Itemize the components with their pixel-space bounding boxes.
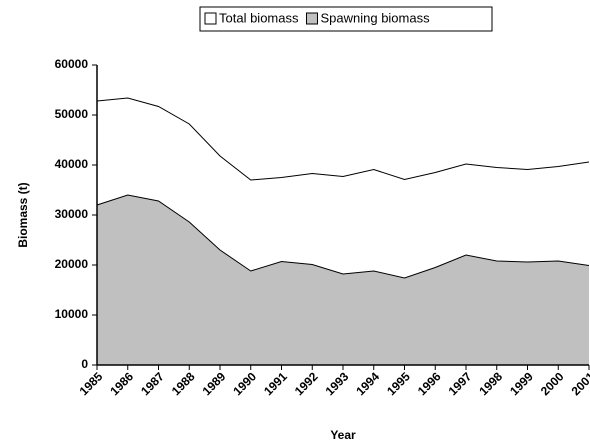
- area: [97, 195, 589, 365]
- y-tick-label: 40000: [55, 157, 89, 171]
- x-tick-label: 1993: [323, 369, 352, 398]
- legend-label: Total biomass: [219, 10, 299, 25]
- line: [96, 194, 590, 279]
- legend: Total biomass Spawning biomass: [204, 10, 430, 25]
- x-tick-label: 1998: [476, 369, 505, 398]
- y-tick-label: 20000: [55, 257, 89, 271]
- x-tick-label: 1985: [77, 369, 106, 398]
- legend-swatch: [305, 12, 318, 25]
- legend-box: [199, 6, 493, 32]
- x-tick-label: 1990: [230, 369, 259, 398]
- x-tick-label: 1987: [138, 369, 167, 398]
- line: [96, 97, 590, 181]
- x-tick-label: 2000: [538, 369, 567, 398]
- y-tick-label: 30000: [55, 207, 89, 221]
- legend-label: Spawning biomass: [320, 10, 430, 25]
- x-tick-label: 1995: [384, 369, 413, 398]
- x-tick-label: 1992: [292, 369, 321, 398]
- x-tick-label: 1997: [446, 369, 475, 398]
- x-tick-label: 2001: [569, 369, 590, 398]
- legend-swatch: [204, 12, 217, 25]
- x-tick-label: 1989: [200, 369, 229, 398]
- x-axis-title: Year: [330, 428, 356, 442]
- x-tick-label: 1988: [169, 369, 198, 398]
- x-tick-label: 1991: [261, 369, 290, 398]
- x-tick-label: 1999: [507, 369, 536, 398]
- y-tick-label: 0: [81, 357, 88, 371]
- x-tick-label: 1994: [353, 369, 382, 398]
- y-tick-label: 10000: [55, 307, 89, 321]
- x-tick-label: 1986: [107, 369, 136, 398]
- y-tick-label: 50000: [55, 107, 89, 121]
- x-tick-label: 1996: [415, 369, 444, 398]
- y-axis-title: Biomass (t): [16, 182, 30, 247]
- y-tick-label: 60000: [55, 57, 89, 71]
